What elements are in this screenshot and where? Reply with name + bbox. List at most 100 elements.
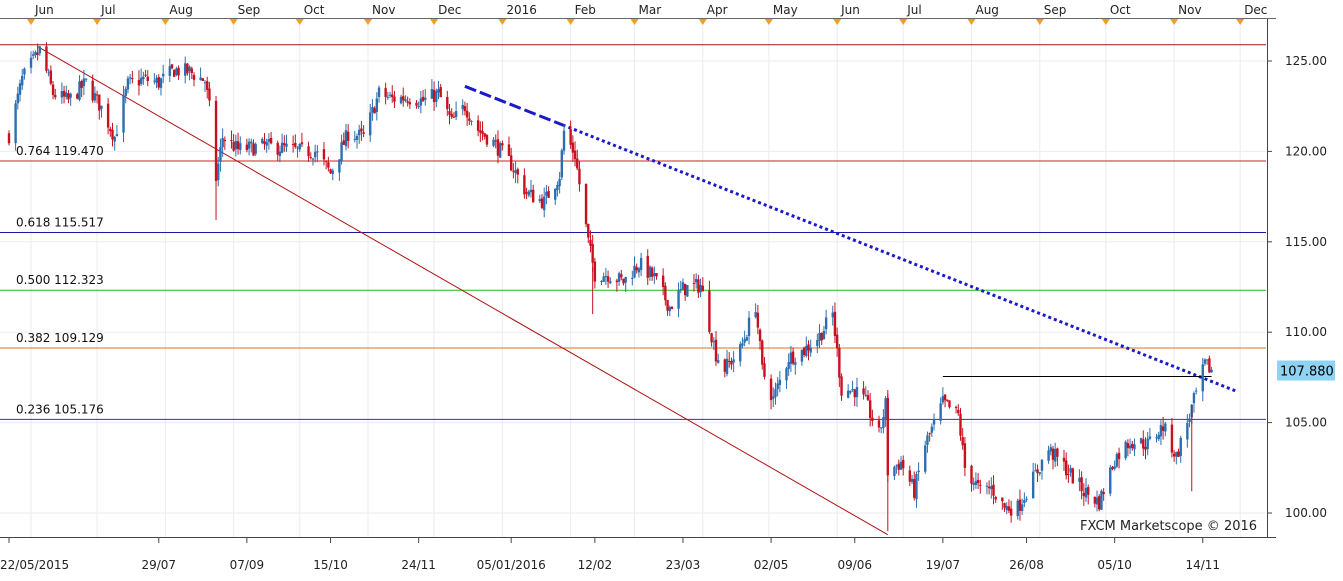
candle-body	[587, 223, 590, 238]
candle-body	[1034, 470, 1037, 472]
candle-body	[95, 94, 99, 96]
candle-body	[697, 279, 700, 293]
candle-body	[1117, 452, 1121, 460]
candle-body	[98, 94, 101, 111]
candle-body	[432, 89, 436, 103]
candle-body	[606, 276, 610, 282]
candle-body	[1009, 508, 1013, 516]
candle-body	[1067, 474, 1070, 476]
candle-body	[1192, 393, 1196, 404]
candle-body	[1023, 499, 1026, 503]
candle-body	[1186, 422, 1189, 440]
candle-body	[131, 78, 134, 80]
candle-body	[554, 188, 557, 200]
candle-body	[899, 461, 903, 470]
candle-body	[871, 417, 874, 422]
candle-body	[756, 312, 760, 328]
candle-body	[930, 426, 934, 433]
candle-body	[476, 120, 480, 131]
candle-body	[789, 352, 793, 364]
candle-body	[1159, 425, 1163, 437]
candle-body	[809, 347, 812, 353]
candle-body	[252, 143, 255, 156]
candle-body	[468, 118, 471, 121]
candle-body	[538, 199, 542, 201]
candle-body	[1208, 358, 1211, 373]
candle-body	[29, 57, 33, 68]
candle-body	[948, 400, 951, 408]
candle-body	[897, 463, 901, 470]
candle-body	[324, 160, 328, 162]
candle-body	[1109, 467, 1112, 494]
month-marker	[1236, 19, 1245, 25]
candle-body	[683, 284, 687, 296]
candle-body	[851, 388, 854, 390]
candle-body	[604, 276, 608, 278]
candle-body	[1201, 364, 1204, 392]
candle-body	[631, 277, 634, 279]
candle-body	[298, 143, 301, 150]
x-tick-label: 22/05/2015	[0, 558, 69, 572]
month-marker	[899, 19, 908, 25]
candle-body	[498, 143, 502, 158]
candle-body	[992, 484, 995, 496]
y-tick-label: 100.00	[1285, 506, 1327, 520]
candle-body	[615, 280, 619, 283]
candle-body	[758, 329, 762, 342]
candle-body	[516, 169, 519, 175]
candle-body	[668, 307, 671, 312]
candle-body	[1172, 453, 1176, 457]
candle-body	[67, 93, 70, 100]
candle-body	[902, 459, 905, 469]
candle-body	[785, 368, 788, 381]
fibonacci-swing-line[interactable]	[37, 46, 889, 536]
candle-body	[732, 359, 735, 363]
candle-body	[463, 106, 467, 112]
candle-body	[694, 278, 698, 283]
candle-body	[62, 90, 66, 97]
month-marker	[498, 19, 507, 25]
candle-body	[417, 105, 420, 108]
candle-body	[84, 78, 88, 80]
candle-body	[168, 66, 171, 76]
candle-body	[545, 191, 548, 196]
y-tick-label: 115.00	[1285, 235, 1327, 249]
candle-body	[884, 398, 887, 419]
candle-body	[864, 394, 867, 396]
candle-body	[868, 400, 872, 418]
candle-body	[939, 403, 942, 421]
candle-body	[818, 333, 821, 341]
candle-body	[853, 389, 856, 398]
candle-body	[1007, 506, 1011, 511]
candle-body	[1095, 497, 1099, 505]
candle-body	[866, 395, 870, 401]
candle-body	[1031, 471, 1035, 499]
candle-body	[424, 97, 427, 100]
drawing-lines[interactable]	[0, 44, 1266, 536]
candle-body	[142, 76, 145, 80]
candle-body	[109, 128, 112, 132]
candle-body	[393, 96, 396, 102]
candle-body	[47, 72, 50, 74]
candlestick-series	[7, 42, 1213, 532]
candle-body	[972, 483, 975, 485]
month-marker	[430, 19, 439, 25]
candle-body	[421, 96, 425, 101]
candle-body	[485, 135, 489, 145]
candle-body	[730, 361, 733, 365]
candle-body	[915, 474, 918, 500]
candle-body	[206, 81, 209, 90]
candle-body	[820, 332, 823, 341]
candle-body	[139, 77, 143, 84]
candle-body	[1148, 436, 1152, 439]
month-marker	[161, 19, 170, 25]
downtrend-line-anchor-segment[interactable]	[464, 84, 569, 129]
x-tick-label: 14/11	[1185, 558, 1220, 572]
candle-body	[961, 437, 964, 446]
x-tick-label: 15/10	[313, 558, 348, 572]
candle-body	[265, 142, 268, 146]
candle-body	[247, 141, 251, 149]
candle-body	[840, 376, 843, 396]
candle-body	[699, 284, 702, 293]
